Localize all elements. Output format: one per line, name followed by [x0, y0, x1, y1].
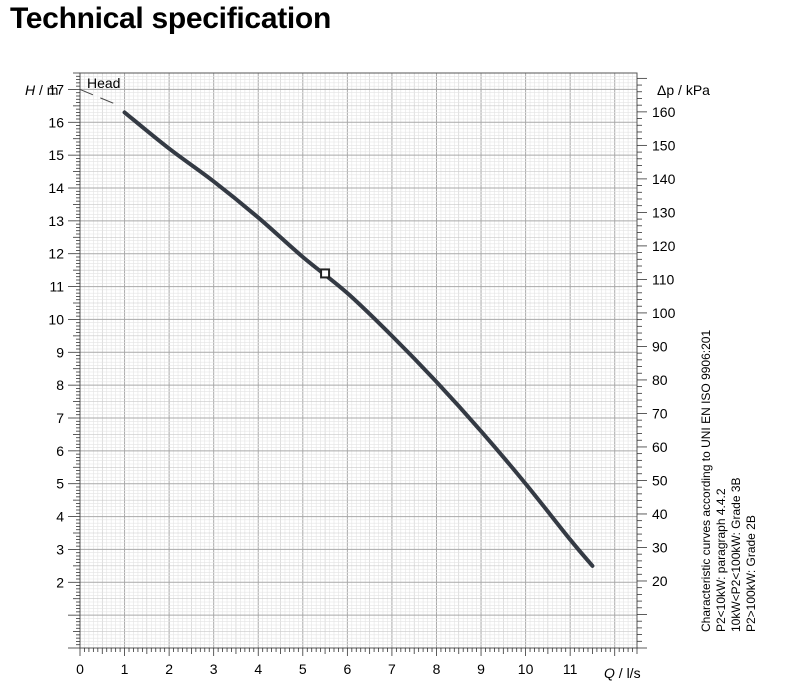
y-tick-label: 15	[48, 147, 64, 163]
y-tick-label: 13	[48, 213, 64, 229]
x-axis-unit: l/s	[627, 665, 641, 681]
y2-tick-label: 120	[652, 238, 676, 254]
chart-series	[79, 88, 595, 568]
y-tick-label: 3	[56, 541, 64, 557]
y2-axis-symbol: Δp	[657, 82, 674, 98]
y2-tick-label: 80	[652, 372, 668, 388]
y2-tick-label: 60	[652, 439, 668, 455]
page-title: Technical specification	[10, 2, 331, 35]
chart-title: Head	[87, 75, 120, 91]
x-tick-label: 2	[165, 661, 173, 677]
y2-axis-label: Δp / kPa	[657, 82, 710, 98]
y-tick-label: 8	[56, 377, 64, 393]
x-tick-label: 1	[121, 661, 129, 677]
y2-tick-label: 150	[652, 137, 676, 153]
x-tick-label: 11	[563, 661, 578, 677]
x-tick-label: 3	[210, 661, 218, 677]
x-axis-label: Q / l/s	[604, 665, 641, 681]
x-tick-label: 6	[343, 661, 351, 677]
y-tick-label: 16	[48, 114, 64, 130]
y-tick-label: 5	[56, 476, 64, 492]
y2-tick-label: 100	[652, 305, 676, 321]
x-axis-symbol: Q	[604, 665, 615, 681]
chart-axes: 0 1 2 3 4 5 6 7 8 9 10 1123456789101112131415161720…	[48, 72, 676, 677]
standard-note-3: 10kW<P2<100kW: Grade 3B	[729, 477, 743, 632]
x-tick-label: 7	[388, 661, 396, 677]
y2-tick-label: 40	[652, 506, 668, 522]
x-tick-label: 0	[76, 661, 84, 677]
y2-tick-label: 70	[652, 405, 668, 421]
x-tick-label: 8	[433, 661, 441, 677]
x-tick-label: 10	[518, 661, 534, 677]
y2-tick-label: 110	[652, 271, 675, 287]
y2-tick-label: 20	[652, 573, 668, 589]
plot-frame	[79, 72, 638, 649]
y-axis-symbol: H	[25, 82, 36, 98]
standard-note-2: P2<10kW: paragraph 4.4.2	[714, 488, 728, 632]
y2-axis-unit: kPa	[686, 82, 710, 98]
y2-tick-label: 140	[652, 171, 676, 187]
y-tick-label: 17	[48, 81, 64, 97]
standard-note-4: P2>100kW: Grade 2B	[744, 515, 758, 632]
x-tick-label: 9	[477, 661, 485, 677]
y-tick-label: 11	[49, 279, 64, 295]
y2-tick-label: 160	[652, 104, 676, 120]
y2-tick-label: 130	[652, 204, 676, 220]
y-tick-label: 2	[56, 574, 64, 590]
y-axis-label: H / m	[25, 82, 58, 98]
x-tick-label: 4	[254, 661, 262, 677]
y-tick-label: 10	[48, 311, 64, 327]
head-curve-extrapolation	[79, 88, 116, 105]
y2-tick-label: 50	[652, 472, 668, 488]
chart-grid	[79, 72, 638, 649]
y-axis-unit: m	[47, 82, 59, 98]
y-tick-label: 6	[56, 443, 64, 459]
standard-notes: Characteristic curves according to UNI E…	[699, 330, 758, 632]
y2-tick-label: 90	[652, 338, 668, 354]
y-tick-label: 7	[56, 410, 64, 426]
standard-note-1: Characteristic curves according to UNI E…	[699, 330, 713, 632]
y-tick-label: 12	[48, 246, 64, 262]
y-tick-label: 9	[56, 344, 64, 360]
y-tick-label: 14	[48, 180, 64, 196]
operating-point-marker	[320, 268, 331, 279]
y-tick-label: 4	[56, 509, 64, 525]
y2-tick-label: 30	[652, 539, 668, 555]
x-tick-label: 5	[299, 661, 307, 677]
